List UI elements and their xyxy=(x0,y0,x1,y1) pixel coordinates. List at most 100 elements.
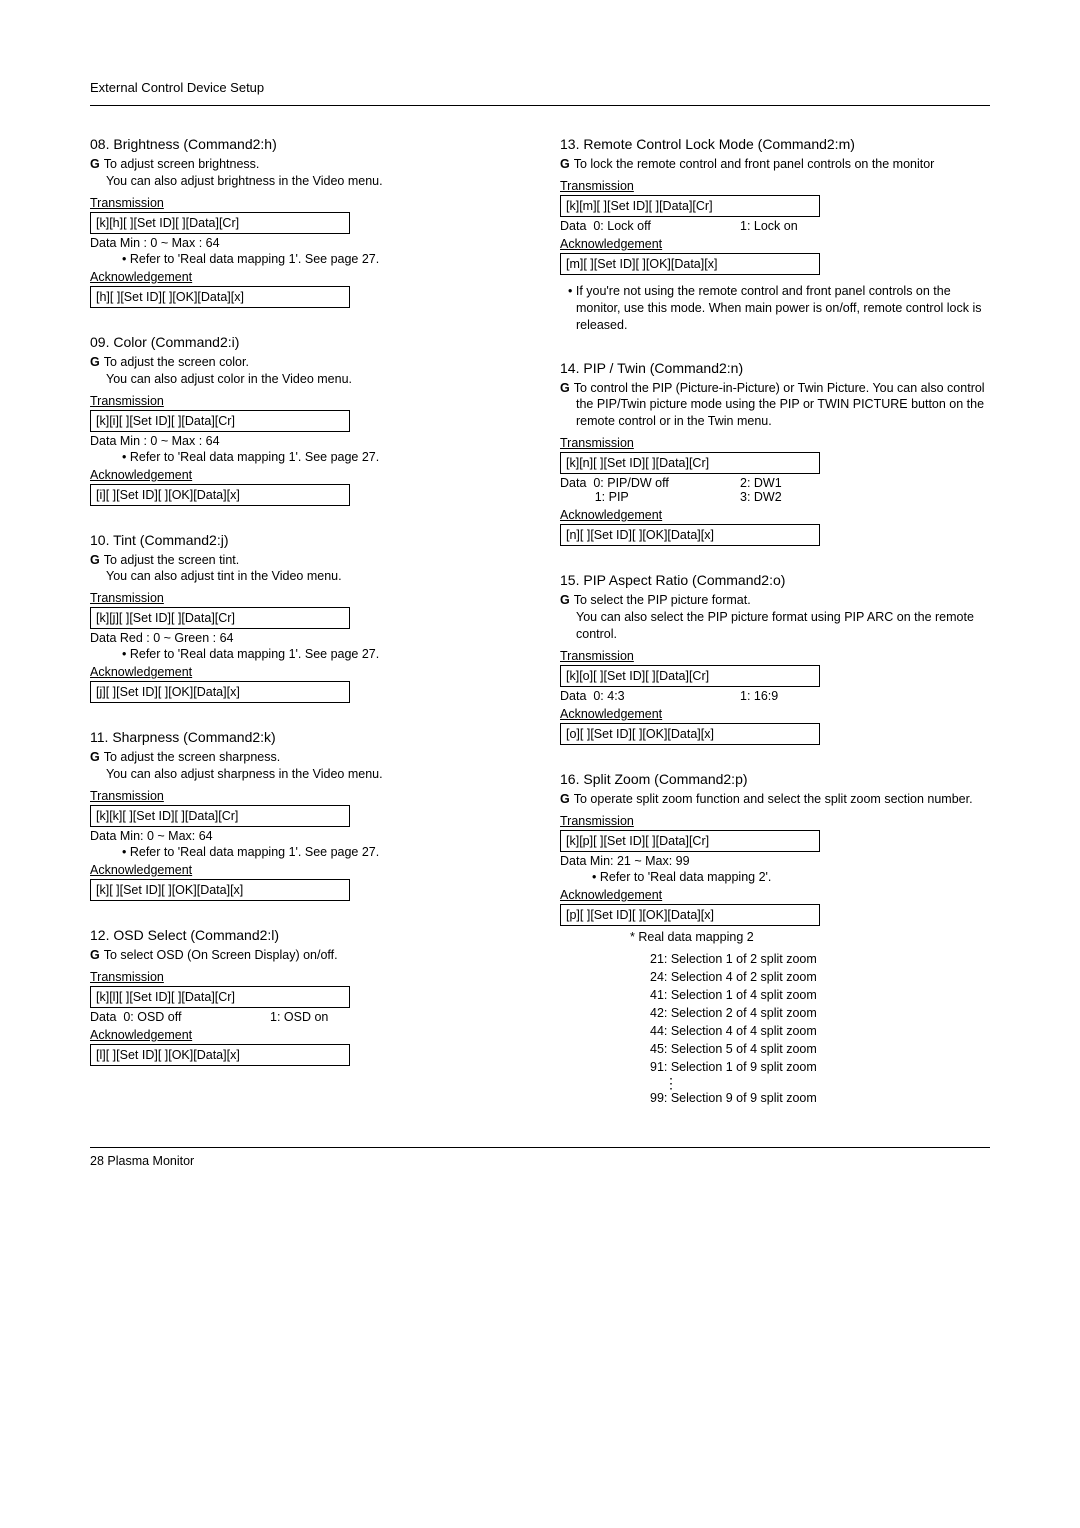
acknowledgement-code: [n][ ][Set ID][ ][OK][Data][x] xyxy=(560,524,820,546)
transmission-label: Transmission xyxy=(560,436,990,450)
section-title: 14. PIP / Twin (Command2:n) xyxy=(560,360,990,376)
data-col-right: 1: Lock on xyxy=(740,219,798,233)
section-description: GTo adjust the screen tint.You can also … xyxy=(90,552,520,586)
acknowledgement-label: Acknowledgement xyxy=(90,1028,520,1042)
section-title: 13. Remote Control Lock Mode (Command2:m… xyxy=(560,136,990,152)
acknowledgement-label: Acknowledgement xyxy=(560,707,990,721)
transmission-code: [k][o][ ][Set ID][ ][Data][Cr] xyxy=(560,665,820,687)
data-col-left: Data 0: Lock off xyxy=(560,219,740,233)
acknowledgement-label: Acknowledgement xyxy=(90,270,520,284)
section-note: • If you're not using the remote control… xyxy=(560,283,990,334)
acknowledgement-code: [k][ ][Set ID][ ][OK][Data][x] xyxy=(90,879,350,901)
section-description: GTo adjust the screen color.You can also… xyxy=(90,354,520,388)
transmission-code: [k][n][ ][Set ID][ ][Data][Cr] xyxy=(560,452,820,474)
transmission-label: Transmission xyxy=(560,649,990,663)
command-section: 08. Brightness (Command2:h) GTo adjust sc… xyxy=(90,136,520,308)
page-header: External Control Device Setup xyxy=(90,80,990,106)
section-title: 08. Brightness (Command2:h) xyxy=(90,136,520,152)
command-section: 15. PIP Aspect Ratio (Command2:o) GTo sel… xyxy=(560,572,990,745)
transmission-label: Transmission xyxy=(560,814,990,828)
section-description: GTo operate split zoom function and sele… xyxy=(560,791,990,808)
acknowledgement-code: [m][ ][Set ID][ ][OK][Data][x] xyxy=(560,253,820,275)
data-range: Data Min: 0 ~ Max: 64 xyxy=(90,829,520,843)
acknowledgement-code: [h][ ][Set ID][ ][OK][Data][x] xyxy=(90,286,350,308)
acknowledgement-label: Acknowledgement xyxy=(90,665,520,679)
section-title: 15. PIP Aspect Ratio (Command2:o) xyxy=(560,572,990,588)
section-description: GTo lock the remote control and front pa… xyxy=(560,156,990,173)
acknowledgement-label: Acknowledgement xyxy=(560,888,990,902)
mapping-line: 91: Selection 1 of 9 split zoom xyxy=(560,1058,990,1076)
mapping-line: 24: Selection 4 of 2 split zoom xyxy=(560,968,990,986)
transmission-label: Transmission xyxy=(90,970,520,984)
page-footer: 28 Plasma Monitor xyxy=(90,1147,990,1168)
command-section: 11. Sharpness (Command2:k) GTo adjust the… xyxy=(90,729,520,901)
transmission-label: Transmission xyxy=(90,196,520,210)
mapping-line: 99: Selection 9 of 9 split zoom xyxy=(560,1089,990,1107)
section-title: 10. Tint (Command2:j) xyxy=(90,532,520,548)
data-col-right: 3: DW2 xyxy=(740,490,782,504)
section-title: 12. OSD Select (Command2:l) xyxy=(90,927,520,943)
transmission-code: [k][k][ ][Set ID][ ][Data][Cr] xyxy=(90,805,350,827)
reference-note: • Refer to 'Real data mapping 1'. See pa… xyxy=(90,252,520,266)
data-col-right: 1: 16:9 xyxy=(740,689,778,703)
command-section: 10. Tint (Command2:j) GTo adjust the scre… xyxy=(90,532,520,704)
acknowledgement-label: Acknowledgement xyxy=(560,508,990,522)
transmission-code: [k][i][ ][Set ID][ ][Data][Cr] xyxy=(90,410,350,432)
mapping-line: 42: Selection 2 of 4 split zoom xyxy=(560,1004,990,1022)
command-section: 16. Split Zoom (Command2:p) GTo operate s… xyxy=(560,771,990,1107)
data-col-left: 1: PIP xyxy=(560,490,740,504)
data-col-left: Data 0: 4:3 xyxy=(560,689,740,703)
vertical-dots-icon: ⋮ xyxy=(560,1079,990,1087)
data-col-right: 2: DW1 xyxy=(740,476,782,490)
section-description: GTo select OSD (On Screen Display) on/of… xyxy=(90,947,520,964)
data-row: Data 0: PIP/DW off2: DW1 xyxy=(560,476,990,490)
mapping-line: 41: Selection 1 of 4 split zoom xyxy=(560,986,990,1004)
data-range: Data Red : 0 ~ Green : 64 xyxy=(90,631,520,645)
section-title: 16. Split Zoom (Command2:p) xyxy=(560,771,990,787)
reference-note: • Refer to 'Real data mapping 2'. xyxy=(560,870,990,884)
transmission-code: [k][h][ ][Set ID][ ][Data][Cr] xyxy=(90,212,350,234)
data-range: Data Min: 21 ~ Max: 99 xyxy=(560,854,990,868)
content-columns: 08. Brightness (Command2:h) GTo adjust sc… xyxy=(90,136,990,1133)
command-section: 13. Remote Control Lock Mode (Command2:m… xyxy=(560,136,990,334)
transmission-code: [k][m][ ][Set ID][ ][Data][Cr] xyxy=(560,195,820,217)
mapping-line: 45: Selection 5 of 4 split zoom xyxy=(560,1040,990,1058)
data-col-left: Data 0: OSD off xyxy=(90,1010,270,1024)
transmission-label: Transmission xyxy=(560,179,990,193)
data-row: 1: PIP3: DW2 xyxy=(560,490,990,504)
acknowledgement-code: [o][ ][Set ID][ ][OK][Data][x] xyxy=(560,723,820,745)
data-row: Data 0: 4:31: 16:9 xyxy=(560,689,990,703)
mapping-line: 44: Selection 4 of 4 split zoom xyxy=(560,1022,990,1040)
data-col-left: Data 0: PIP/DW off xyxy=(560,476,740,490)
section-description: GTo control the PIP (Picture-in-Picture)… xyxy=(560,380,990,431)
data-row: Data 0: Lock off1: Lock on xyxy=(560,219,990,233)
section-description: GTo adjust screen brightness.You can als… xyxy=(90,156,520,190)
section-description: GTo select the PIP picture format.You ca… xyxy=(560,592,990,643)
data-col-right: 1: OSD on xyxy=(270,1010,328,1024)
transmission-label: Transmission xyxy=(90,394,520,408)
command-section: 14. PIP / Twin (Command2:n) GTo control t… xyxy=(560,360,990,547)
acknowledgement-label: Acknowledgement xyxy=(90,863,520,877)
transmission-label: Transmission xyxy=(90,591,520,605)
data-row: Data 0: OSD off1: OSD on xyxy=(90,1010,520,1024)
section-title: 11. Sharpness (Command2:k) xyxy=(90,729,520,745)
acknowledgement-code: [l][ ][Set ID][ ][OK][Data][x] xyxy=(90,1044,350,1066)
command-section: 09. Color (Command2:i) GTo adjust the scr… xyxy=(90,334,520,506)
section-description: GTo adjust the screen sharpness.You can … xyxy=(90,749,520,783)
right-column: 13. Remote Control Lock Mode (Command2:m… xyxy=(560,136,990,1133)
data-range: Data Min : 0 ~ Max : 64 xyxy=(90,236,520,250)
left-column: 08. Brightness (Command2:h) GTo adjust sc… xyxy=(90,136,520,1133)
reference-note: • Refer to 'Real data mapping 1'. See pa… xyxy=(90,450,520,464)
transmission-code: [k][p][ ][Set ID][ ][Data][Cr] xyxy=(560,830,820,852)
reference-note: • Refer to 'Real data mapping 1'. See pa… xyxy=(90,647,520,661)
acknowledgement-code: [j][ ][Set ID][ ][OK][Data][x] xyxy=(90,681,350,703)
transmission-code: [k][l][ ][Set ID][ ][Data][Cr] xyxy=(90,986,350,1008)
data-range: Data Min : 0 ~ Max : 64 xyxy=(90,434,520,448)
command-section: 12. OSD Select (Command2:l) GTo select OS… xyxy=(90,927,520,1066)
transmission-code: [k][j][ ][Set ID][ ][Data][Cr] xyxy=(90,607,350,629)
mapping-line: 21: Selection 1 of 2 split zoom xyxy=(560,950,990,968)
acknowledgement-code: [i][ ][Set ID][ ][OK][Data][x] xyxy=(90,484,350,506)
mapping-header: * Real data mapping 2 xyxy=(560,930,990,944)
section-title: 09. Color (Command2:i) xyxy=(90,334,520,350)
reference-note: • Refer to 'Real data mapping 1'. See pa… xyxy=(90,845,520,859)
